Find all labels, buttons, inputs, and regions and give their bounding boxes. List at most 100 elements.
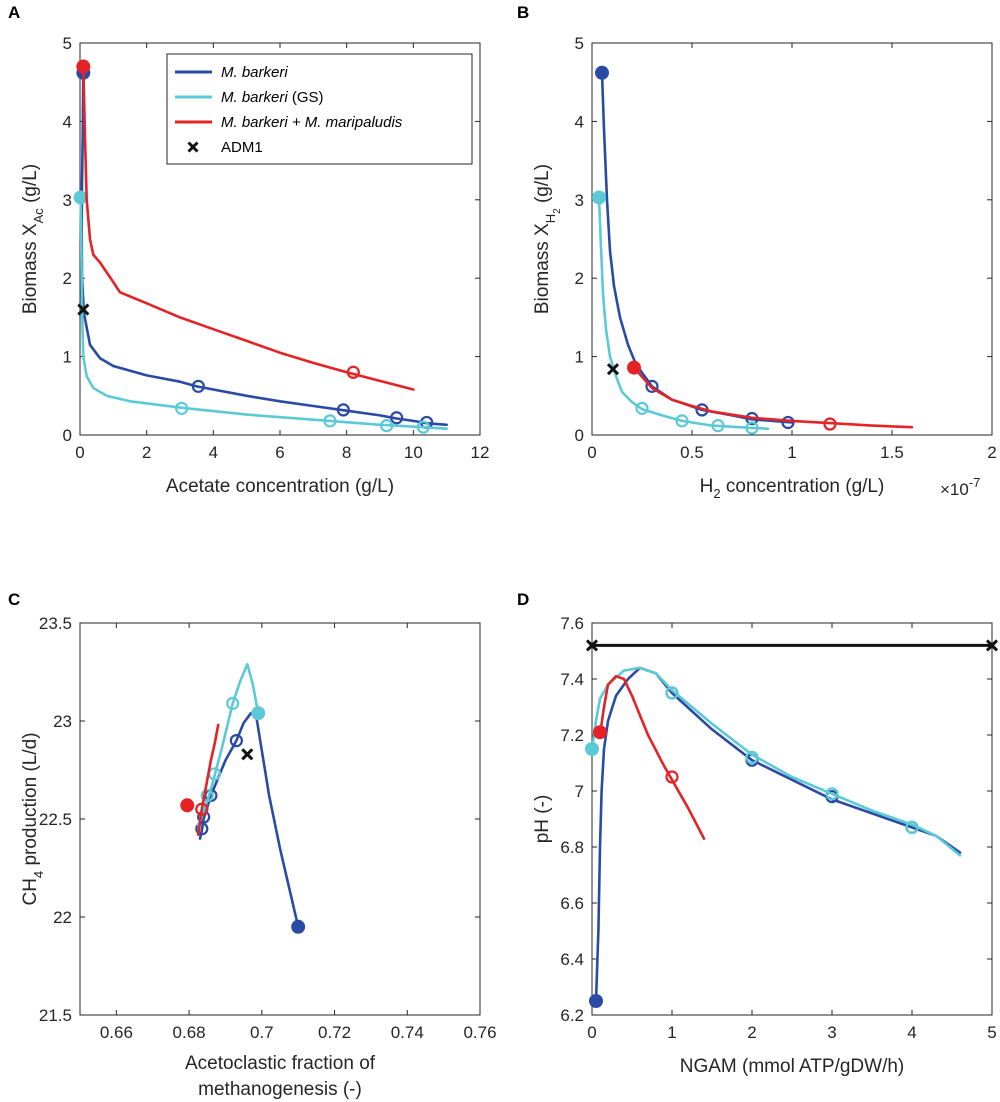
open-marker: [665, 686, 679, 700]
open-marker: [380, 418, 394, 433]
y-tick-label: 22: [53, 908, 72, 927]
x-tick-label: 2: [747, 1023, 756, 1042]
adm1-x-marker: [241, 748, 254, 761]
legend-label: M. barkeri + M. maripaludis: [221, 114, 403, 131]
legend-box: [166, 53, 473, 165]
series-line: [598, 674, 706, 840]
series-line: [198, 711, 300, 929]
y-tick-label: 7.2: [560, 726, 584, 745]
y-tick-label: 6.2: [560, 1006, 584, 1025]
open-marker: [905, 820, 919, 835]
x-tick-label: 0: [587, 1023, 596, 1042]
series-m-barkeri: [589, 666, 962, 1008]
x-tick-label: 0.66: [100, 1023, 133, 1042]
series-line: [597, 196, 770, 430]
y-axis-label: CH4 production (L/d): [20, 732, 46, 905]
x-tick-label: 3: [827, 1023, 836, 1042]
y-tick-label: 22.5: [39, 810, 72, 829]
series-m-barkeri-m-maripaludis: [180, 723, 220, 836]
adm1-x-marker: [606, 363, 620, 376]
series-line: [632, 366, 914, 429]
series-m-barkeri-m-maripaludis: [593, 674, 706, 840]
filled-marker: [76, 59, 91, 74]
series-line: [594, 666, 962, 1003]
x-tick-label: 4: [209, 443, 218, 462]
legend-x-icon: [187, 141, 199, 153]
open-marker: [675, 414, 689, 428]
filled-marker: [251, 706, 266, 721]
series-adm1: [77, 303, 90, 316]
open-marker: [323, 414, 337, 428]
plot-area: [73, 59, 448, 434]
series-m-barkeri-gs-: [585, 666, 962, 857]
plot-area: [585, 639, 999, 1008]
legend-label: M. barkeri (GS): [221, 89, 324, 106]
y-tick-label: 1: [575, 348, 584, 367]
y-tick-label: 7: [575, 782, 584, 801]
filled-marker: [627, 360, 641, 375]
y-tick-label: 7.6: [560, 614, 584, 633]
y-tick-label: 21.5: [39, 1006, 72, 1025]
x-exponent: ×10-7: [940, 475, 980, 499]
open-marker: [416, 420, 430, 434]
x-tick-label: 4: [907, 1023, 916, 1042]
open-marker: [195, 802, 209, 816]
series-line: [196, 662, 260, 827]
open-marker: [226, 696, 240, 710]
open-marker: [645, 379, 659, 393]
filled-marker: [180, 798, 195, 813]
open-marker: [781, 415, 795, 430]
series-adm1: [241, 748, 254, 761]
y-tick-label: 0: [63, 426, 72, 445]
open-marker: [229, 733, 243, 748]
x-tick-label: 5: [987, 1023, 996, 1042]
open-marker: [390, 411, 404, 425]
series-m-barkeri-gs-: [195, 662, 266, 827]
panel-letter: B: [517, 3, 529, 22]
legend: M. barkeri M. barkeri (GS) M. barkeri + M.…: [166, 53, 473, 165]
x-tick-label: 0.68: [173, 1023, 206, 1042]
plot-area: [180, 662, 306, 934]
y-tick-label: 2: [63, 269, 72, 288]
series-m-barkeri: [195, 711, 306, 934]
series-line: [196, 723, 220, 836]
open-marker: [191, 379, 205, 393]
y-tick-label: 3: [575, 191, 584, 210]
panel-b: B 0 0.5 1 1.5 2 0 1 2 3 4 5 H2 concentration (g/L) ×1…: [517, 3, 997, 501]
legend-item: M. barkeri + M. maripaludis: [175, 114, 403, 131]
x-tick-label: 10: [404, 443, 423, 462]
adm1-x-marker: [985, 639, 999, 652]
y-tick-label: 6.8: [560, 838, 584, 857]
adm1-x-marker: [77, 303, 90, 316]
x-tick-label: 0.76: [463, 1023, 496, 1042]
filled-marker: [592, 190, 606, 205]
plot-box: [591, 42, 993, 436]
open-marker: [346, 365, 360, 379]
filled-marker: [593, 725, 607, 740]
x-tick-label: 0.7: [250, 1023, 274, 1042]
series-adm1: [606, 363, 620, 376]
open-marker: [745, 750, 759, 765]
y-tick-label: 2: [575, 269, 584, 288]
x-tick-label: 0: [75, 443, 84, 462]
x-axis-label: Acetoclastic fraction of: [185, 1053, 376, 1074]
plot-area: [592, 65, 914, 435]
y-tick-label: 3: [63, 191, 72, 210]
series-line: [590, 666, 962, 857]
open-marker: [200, 788, 214, 803]
open-marker: [635, 401, 649, 415]
open-marker: [175, 401, 189, 415]
series-m-barkeri-m-maripaludis: [627, 360, 914, 431]
panel-letter: A: [8, 3, 20, 22]
y-tick-label: 5: [63, 34, 72, 53]
x-tick-label: 2: [142, 443, 151, 462]
series-m-barkeri: [595, 65, 795, 430]
open-marker: [711, 418, 725, 433]
series-m-barkeri-gs-: [592, 190, 770, 435]
y-tick-label: 5: [575, 34, 584, 53]
x-tick-label: 0.74: [391, 1023, 424, 1042]
filled-marker: [291, 919, 306, 934]
x-tick-label: 1: [667, 1023, 676, 1042]
